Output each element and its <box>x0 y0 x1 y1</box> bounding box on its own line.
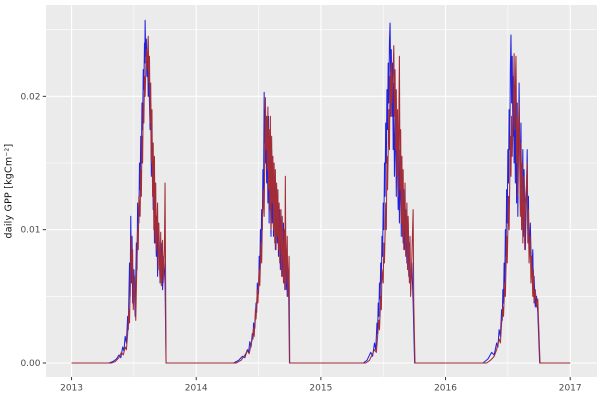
series-line-gpp-darkred <box>71 35 571 364</box>
x-tick-label: 2017 <box>559 384 582 394</box>
plot-panel <box>46 5 597 377</box>
x-tick-label: 2013 <box>60 384 83 394</box>
data-series <box>71 19 571 364</box>
panel-background <box>46 5 597 377</box>
x-tick-label: 2016 <box>434 384 457 394</box>
y-tick-label: 0.01 <box>20 226 40 236</box>
y-tick-label: 0.00 <box>20 359 40 369</box>
y-axis-title: daily GPP [kgCm⁻²] <box>3 143 15 239</box>
x-tick-label: 2015 <box>309 384 332 394</box>
x-tick-label: 2014 <box>185 384 208 394</box>
axis-ticks-and-labels: 2013 2014 2015 2016 2017 0.00 0.01 0.02 <box>20 92 581 393</box>
y-tick-label: 0.02 <box>20 92 40 102</box>
